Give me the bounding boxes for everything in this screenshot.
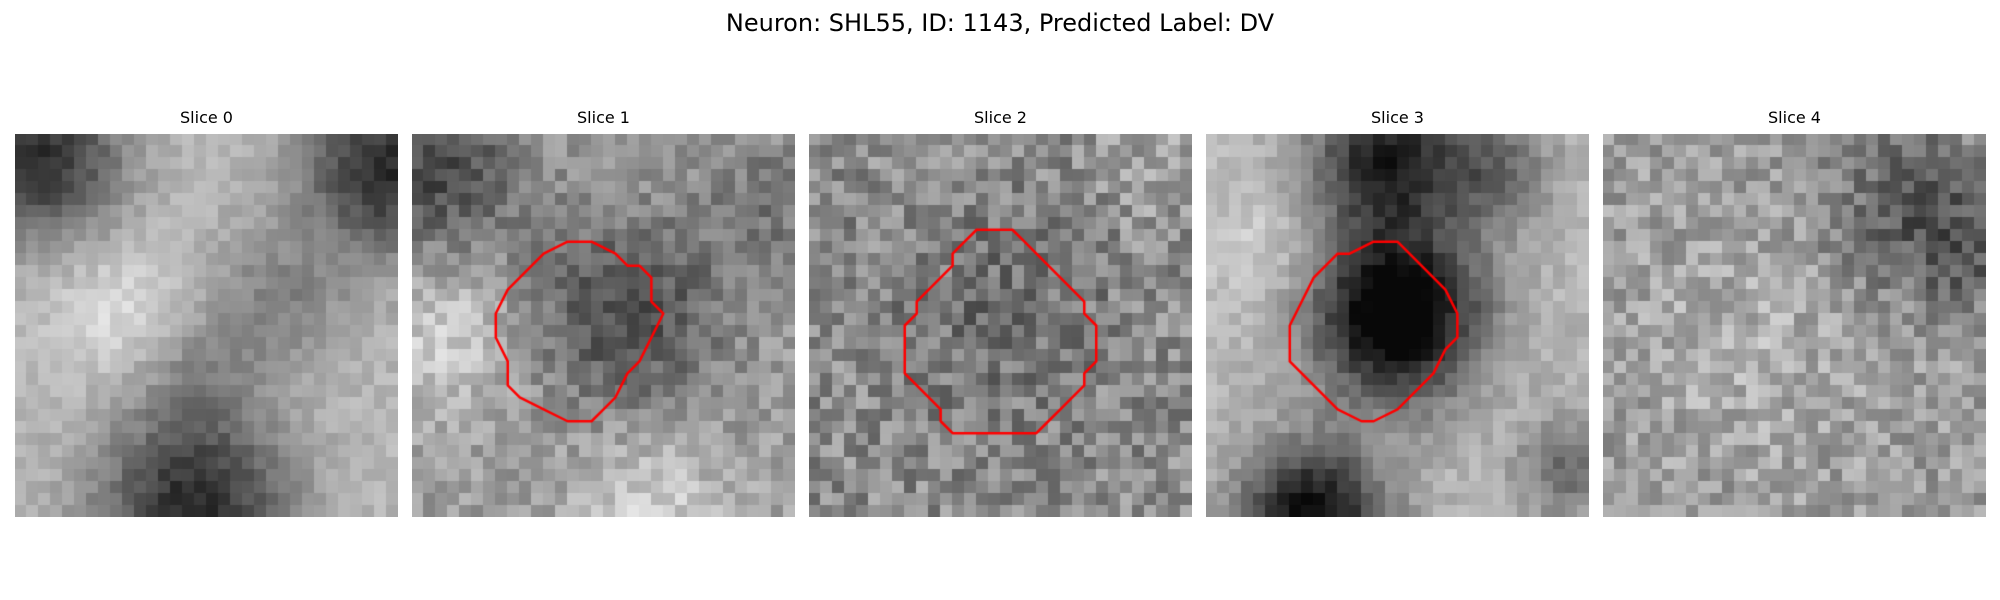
- slice-panel-2: Slice 2: [809, 108, 1192, 517]
- slice-title: Slice 0: [180, 108, 233, 127]
- slice-panel-4: Slice 4: [1603, 108, 1986, 517]
- slice-panel-1: Slice 1: [412, 108, 795, 517]
- slice-panel-0: Slice 0: [15, 108, 398, 517]
- slice-image: [412, 134, 795, 517]
- slice-image: [15, 134, 398, 517]
- slice-image: [809, 134, 1192, 517]
- figure-title: Neuron: SHL55, ID: 1143, Predicted Label…: [725, 9, 1275, 37]
- slice-title: Slice 3: [1371, 108, 1424, 127]
- slice-title: Slice 2: [974, 108, 1027, 127]
- slice-title: Slice 1: [577, 108, 630, 127]
- slice-image: [1206, 134, 1589, 517]
- slice-panel-3: Slice 3: [1206, 108, 1589, 517]
- slice-image: [1603, 134, 1986, 517]
- slice-title: Slice 4: [1768, 108, 1821, 127]
